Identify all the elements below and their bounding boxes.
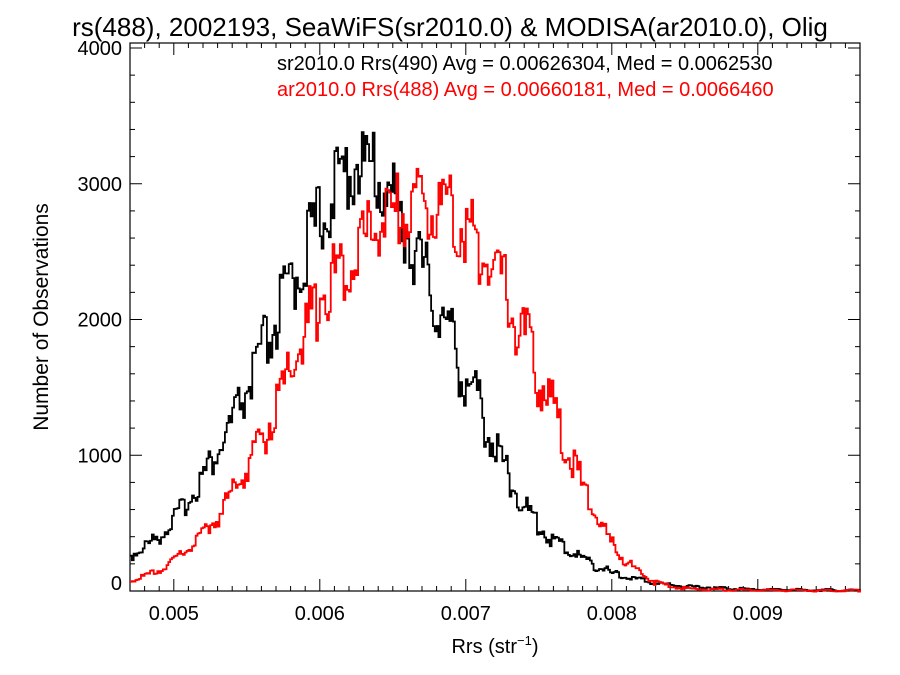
annotation-text: sr2010.0 Rrs(490) Avg = 0.00626304, Med … xyxy=(277,53,773,75)
x-tick-label: 0.007 xyxy=(441,603,491,625)
series-line-0 xyxy=(130,131,861,593)
x-axis-label-superscript: −1 xyxy=(517,633,532,648)
plot-frame xyxy=(129,42,861,592)
x-axis-ticks: 0.005 0.006 0.007 0.008 0.009 xyxy=(144,43,861,625)
x-axis-label-close: ) xyxy=(532,636,539,658)
y-tick-label: 2000 xyxy=(78,310,123,332)
y-tick-label: 4000 xyxy=(78,38,123,60)
y-axis-ticks: 0 1000 2000 3000 4000 xyxy=(78,38,860,595)
x-tick-label: 0.005 xyxy=(149,603,199,625)
y-axis-label: Number of Observations xyxy=(30,203,53,431)
series-lines xyxy=(130,131,861,593)
x-axis-label: Rrs (str−1) xyxy=(451,633,538,658)
legend-annotations: sr2010.0 Rrs(490) Avg = 0.00626304, Med … xyxy=(277,53,774,101)
chart-title: rs(488), 2002193, SeaWiFS(sr2010.0) & MO… xyxy=(72,12,828,42)
y-tick-label: 1000 xyxy=(78,445,123,467)
x-tick-label: 0.008 xyxy=(587,603,637,625)
x-tick-label: 0.009 xyxy=(733,603,783,625)
series-line-1 xyxy=(130,167,861,593)
annotation-text: ar2010.0 Rrs(488) Avg = 0.00660181, Med … xyxy=(277,79,774,101)
x-axis-label-main: Rrs (str xyxy=(451,636,517,658)
y-tick-label: 0 xyxy=(111,573,122,595)
x-tick-label: 0.006 xyxy=(295,603,345,625)
y-tick-label: 3000 xyxy=(78,174,123,196)
